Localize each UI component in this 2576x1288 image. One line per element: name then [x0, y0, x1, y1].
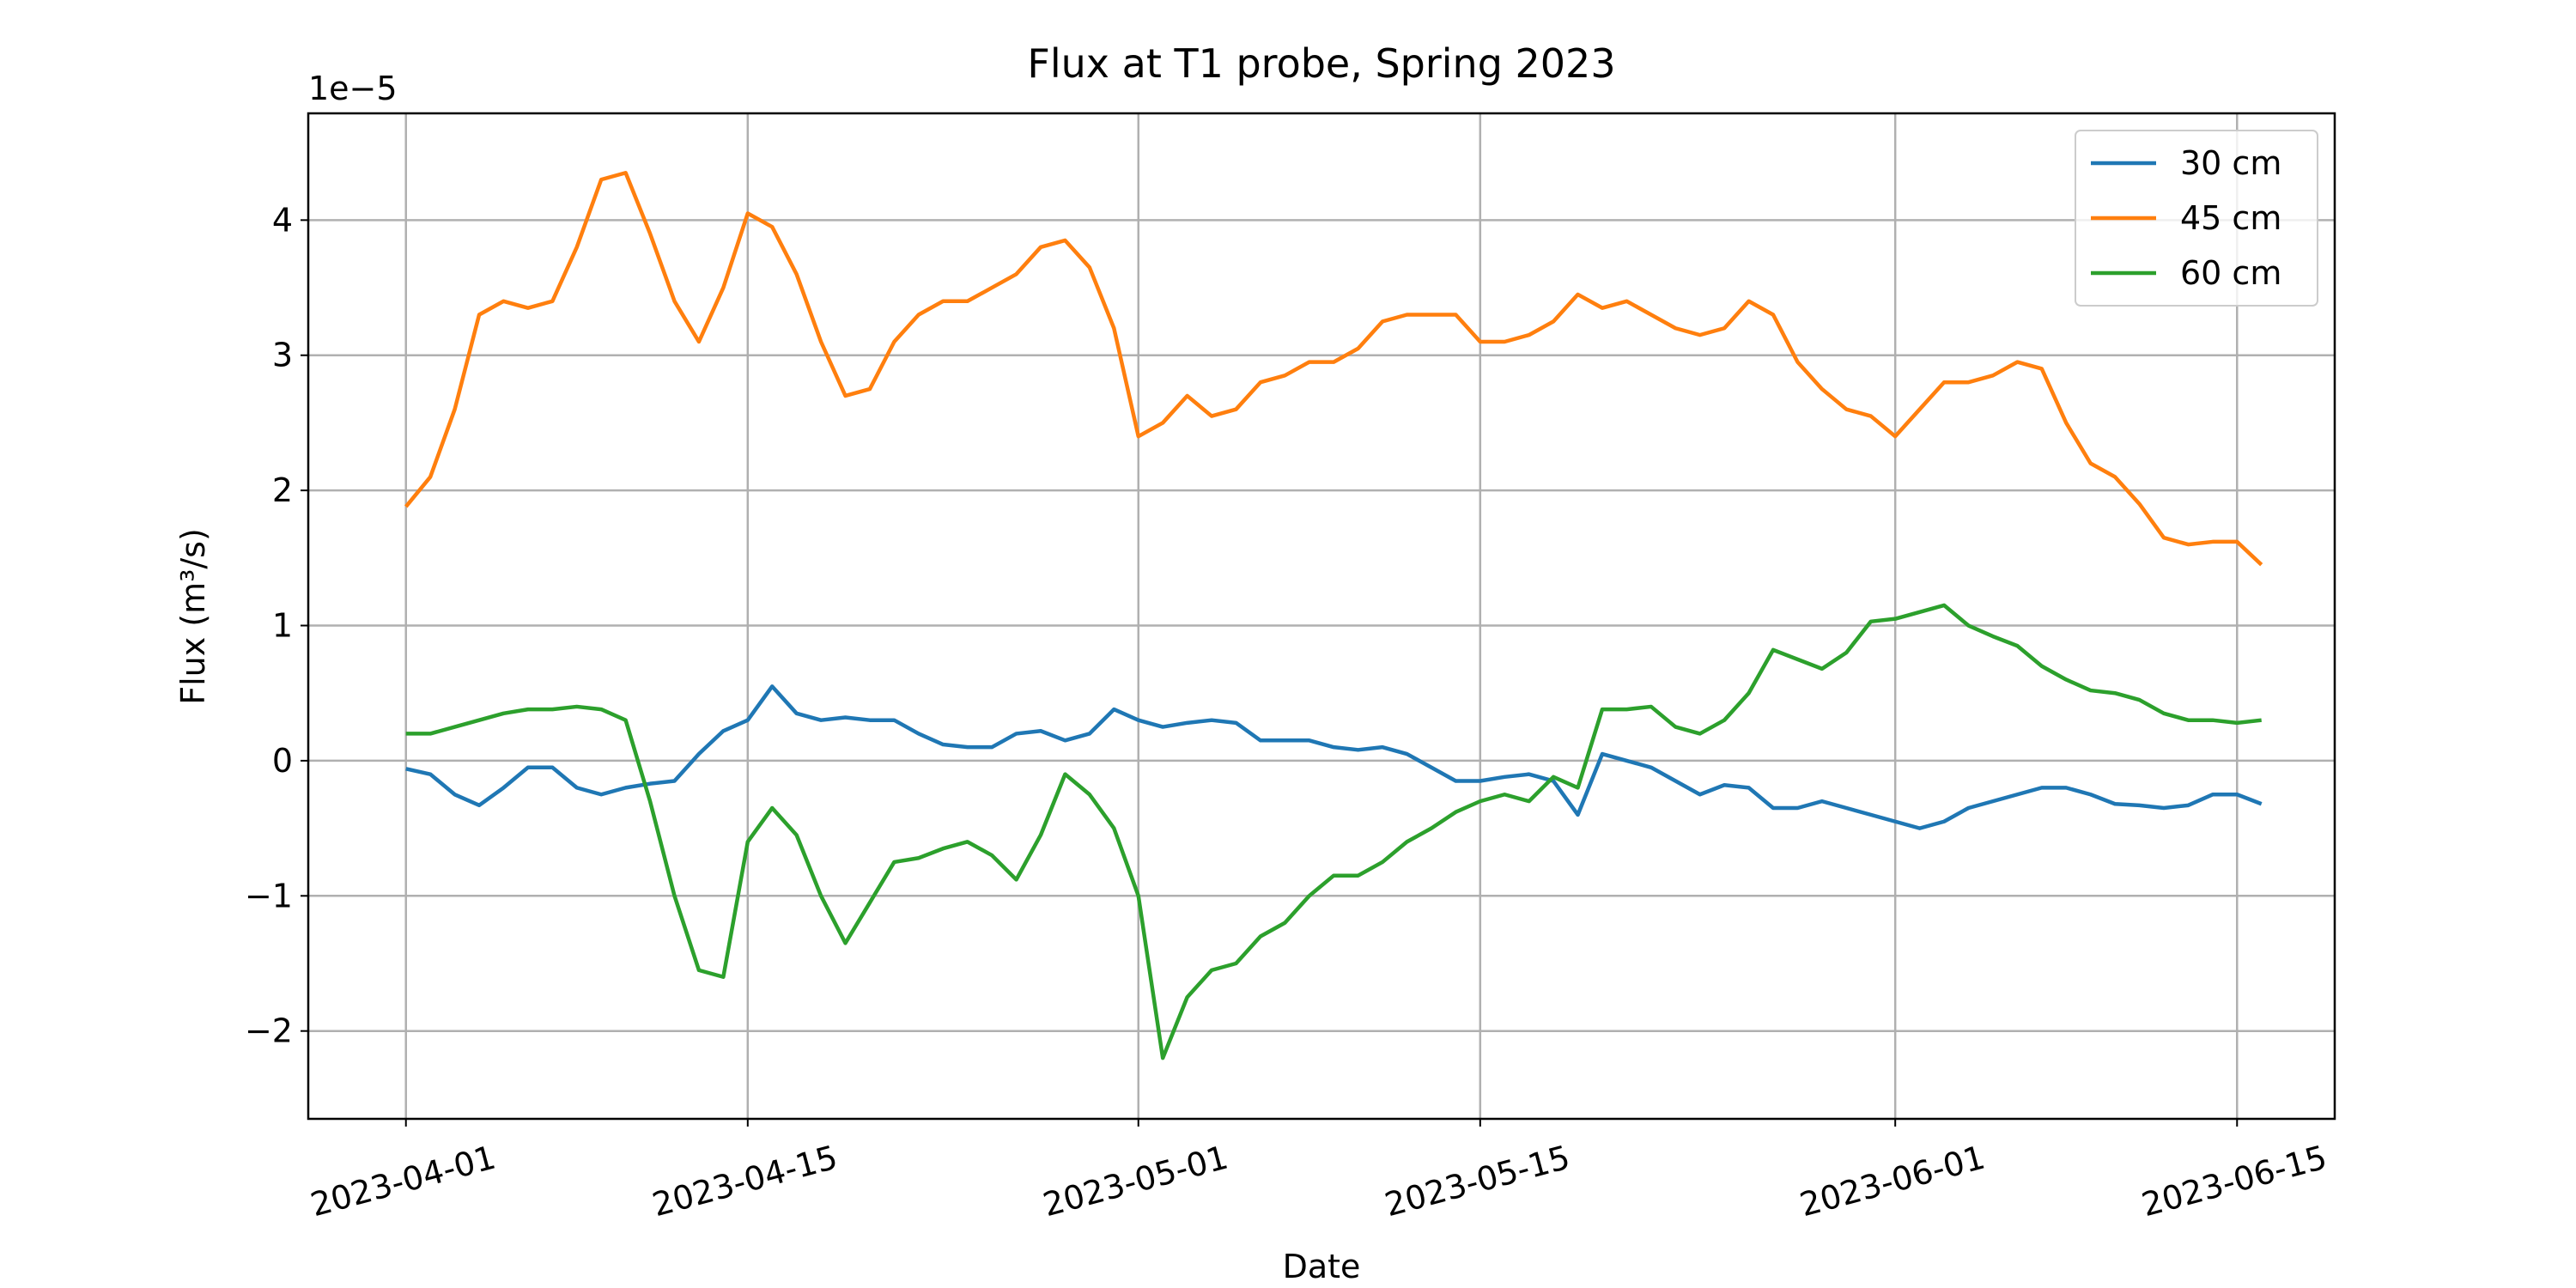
y-tick-label: −1	[245, 877, 293, 914]
series-line	[404, 171, 2263, 567]
y-tick-label: 4	[272, 201, 293, 239]
grid	[308, 113, 2335, 1119]
y-tick-label: 0	[272, 742, 293, 780]
legend-box	[2075, 130, 2318, 307]
y-offset-text: 1e−5	[308, 70, 398, 107]
y-axis-label: Flux (m³/s)	[174, 528, 212, 705]
plot-frame	[307, 112, 2336, 1121]
y-tick-label: −2	[245, 1012, 293, 1050]
x-axis-label: Date	[1283, 1248, 1361, 1285]
chart-title: Flux at T1 probe, Spring 2023	[1027, 40, 1615, 87]
y-tick-label: 1	[272, 607, 293, 645]
legend-label: 60 cm	[2180, 254, 2281, 292]
legend-label: 30 cm	[2180, 144, 2281, 182]
legend-label: 45 cm	[2180, 199, 2281, 237]
series-line	[405, 684, 2263, 830]
y-tick-label: 2	[272, 471, 293, 509]
series-line	[405, 603, 2262, 1060]
y-tick-label: 3	[272, 337, 293, 374]
